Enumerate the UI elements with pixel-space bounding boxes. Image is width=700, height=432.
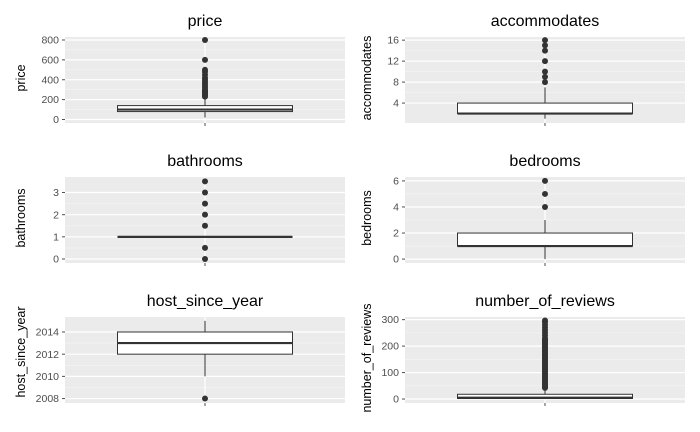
outlier-point: [542, 68, 548, 75]
y-tick-label: 6: [393, 176, 399, 188]
y-tick: 8: [393, 77, 405, 89]
y-tick-label: 0: [393, 254, 399, 266]
outlier-point: [542, 177, 548, 184]
y-tick: 0: [393, 394, 405, 406]
y-tick-label: 0: [53, 114, 59, 126]
y-tick: 800: [41, 35, 65, 47]
y-tick: 2014: [36, 327, 65, 339]
outlier-point: [542, 37, 548, 44]
panel-plot-area: [65, 36, 345, 126]
y-tick: 0: [53, 254, 65, 266]
outlier-point: [542, 42, 548, 49]
y-tick: 12: [387, 56, 405, 68]
y-tick-label: 16: [387, 35, 399, 47]
y-tick: 3: [53, 187, 65, 199]
panel-price: price price 0 200 400 600 800: [14, 13, 222, 126]
y-tick-label: 4: [393, 98, 399, 110]
outlier-point: [202, 66, 208, 73]
y-axis-label: accommodates: [360, 36, 374, 121]
y-tick: 0: [53, 114, 65, 126]
y-tick: 0: [393, 254, 405, 266]
y-axis-label: price: [14, 64, 28, 91]
y-tick: 1: [53, 231, 65, 243]
outlier-point: [542, 203, 548, 210]
y-tick-label: 100: [381, 367, 399, 379]
y-tick: 2: [53, 209, 65, 221]
y-tick: 16: [387, 35, 405, 47]
outlier-point: [542, 190, 548, 197]
y-tick-label: 2014: [36, 327, 60, 339]
panel-plot-area: [405, 317, 685, 406]
panel-plot-area: [65, 177, 345, 266]
panel-plot-area: [405, 37, 685, 126]
y-axis-label: number_of_reviews: [360, 303, 374, 412]
y-tick-label: 2012: [36, 349, 60, 361]
panel-bathrooms: bathrooms bathrooms 0 1 2 3: [14, 153, 243, 266]
y-tick-label: 2008: [36, 393, 60, 405]
outlier-point: [202, 222, 208, 229]
outlier-point: [202, 36, 208, 43]
y-tick: 2008: [36, 393, 65, 405]
panel-host-since-year: host_since_year host_since_year 2008 201…: [14, 293, 264, 405]
panel-number-of-reviews: number_of_reviews number_of_reviews 0 10…: [360, 293, 615, 413]
y-tick: 100: [381, 367, 405, 379]
y-tick: 400: [41, 74, 65, 86]
panel-title: bedrooms: [509, 153, 580, 170]
y-tick-label: 1: [53, 231, 59, 243]
y-tick-label: 600: [41, 54, 59, 66]
box: [457, 102, 633, 115]
y-tick: 2: [393, 228, 405, 240]
y-axis-label: bedrooms: [360, 190, 374, 246]
y-tick: 2012: [36, 349, 65, 361]
y-tick-label: 0: [393, 394, 399, 406]
box: [457, 232, 633, 247]
y-axis-label: host_since_year: [14, 306, 28, 397]
outlier-point: [202, 189, 208, 196]
panel-title: host_since_year: [147, 293, 264, 310]
panel-title: price: [188, 13, 223, 30]
panel-title: accommodates: [491, 13, 600, 30]
y-tick-label: 2010: [36, 371, 60, 383]
y-tick: 4: [393, 202, 405, 214]
y-tick-label: 200: [41, 94, 59, 106]
outlier-point: [202, 256, 208, 263]
panel-plot-area: [405, 177, 685, 266]
y-tick: 200: [41, 94, 65, 106]
y-tick-label: 2: [53, 209, 59, 221]
panel-plot-area: [65, 317, 345, 406]
outlier-point: [202, 395, 208, 402]
panel-title: number_of_reviews: [475, 293, 615, 310]
y-tick: 4: [393, 98, 405, 110]
panel-bedrooms: bedrooms bedrooms 0 2 4 6: [360, 153, 581, 266]
y-axis-label: bathrooms: [14, 188, 28, 247]
outlier-point: [202, 211, 208, 218]
y-tick-label: 2: [393, 228, 399, 240]
y-tick: 600: [41, 54, 65, 66]
outlier-point: [542, 79, 548, 86]
panel-accommodates: accommodates accommodates 4 8 12 16: [360, 13, 599, 120]
y-tick: 2010: [36, 371, 65, 383]
outlier-point: [542, 58, 548, 65]
y-tick-label: 800: [41, 35, 59, 47]
y-tick-label: 0: [53, 254, 59, 266]
outlier-point: [202, 178, 208, 185]
outlier-point: [202, 244, 208, 251]
outlier-point: [542, 317, 548, 324]
outlier-point: [542, 47, 548, 54]
y-tick-label: 4: [393, 202, 399, 214]
y-tick: 6: [393, 176, 405, 188]
y-tick-label: 3: [53, 187, 59, 199]
y-tick-label: 200: [381, 341, 399, 353]
y-tick-label: 12: [387, 56, 399, 68]
y-tick-label: 8: [393, 77, 399, 89]
panel-title: bathrooms: [167, 153, 243, 170]
outlier-point: [202, 200, 208, 207]
y-tick: 200: [381, 341, 405, 353]
y-tick-label: 400: [41, 74, 59, 86]
y-tick-label: 300: [381, 314, 399, 326]
outlier-point: [542, 73, 548, 80]
outlier-point: [202, 56, 208, 63]
y-tick: 300: [381, 314, 405, 326]
